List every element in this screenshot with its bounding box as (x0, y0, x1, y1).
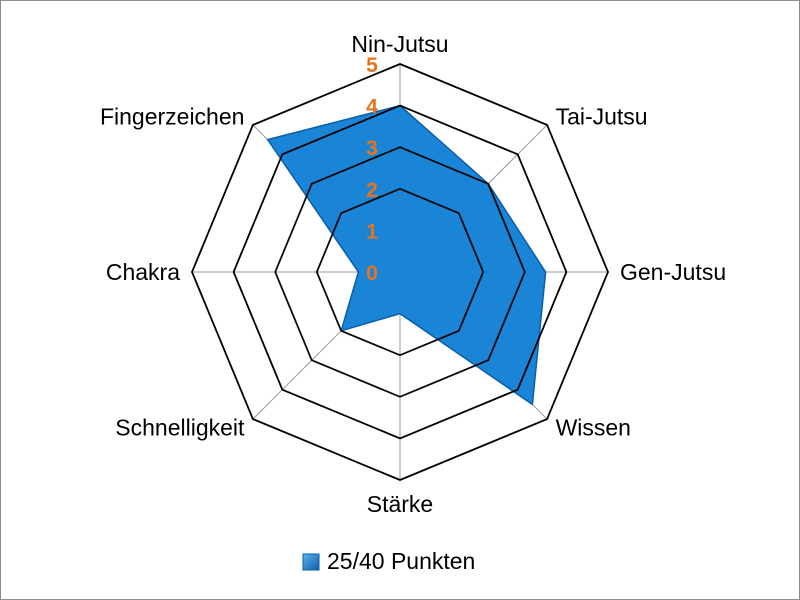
axis-label-nin-jutsu: Nin-Jutsu (351, 31, 448, 57)
grid-ring-outline-4 (232, 104, 568, 440)
tick-label-3: 3 (366, 137, 378, 160)
tick-label-1: 1 (366, 220, 378, 243)
axis-labels: Nin-Jutsu Tai-Jutsu Gen-Jutsu Wissen Stärke S… (100, 31, 726, 517)
tick-label-5: 5 (366, 54, 378, 77)
axis-label-st-rke: Stärke (367, 491, 433, 517)
tick-label-0: 0 (366, 262, 378, 285)
tick-label-4: 4 (366, 96, 378, 119)
axis-label-schnelligkeit: Schnelligkeit (115, 415, 245, 441)
axis-label-tai-jutsu: Tai-Jutsu (556, 103, 648, 129)
grid-ring-outline-5 (191, 63, 609, 481)
tick-labels: 0 1 2 3 4 5 (366, 54, 378, 285)
axis-label-gen-jutsu: Gen-Jutsu (620, 259, 726, 285)
axis-label-chakra: Chakra (106, 259, 180, 285)
axis-label-wissen: Wissen (556, 415, 631, 441)
grid-ring-outline-3 (274, 146, 526, 398)
grid-ring-outline-2 (315, 187, 485, 357)
tick-label-2: 2 (366, 179, 378, 202)
axis-label-fingerzeichen: Fingerzeichen (100, 103, 244, 129)
legend-swatch (302, 553, 320, 571)
legend-label: 25/40 Punkten (327, 548, 475, 574)
legend: 25/40 Punkten (302, 548, 475, 574)
series-layer (191, 63, 609, 481)
